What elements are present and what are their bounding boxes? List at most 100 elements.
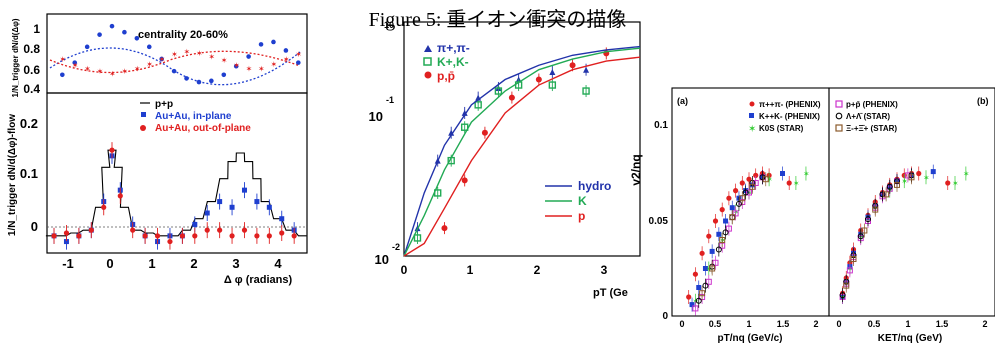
- mid-xtick: 1: [467, 263, 474, 277]
- xi-point: [861, 227, 868, 234]
- lambda-point: [759, 174, 766, 181]
- inplane-point: [97, 32, 102, 37]
- legend-label: K0S (STAR): [759, 124, 804, 133]
- outplane-point: [266, 233, 272, 239]
- legend-kaon-swatch: [423, 57, 432, 66]
- right-a-xtick: 1: [746, 319, 751, 329]
- figure-caption: Figure 5: 重イオン衝突の描像: [368, 9, 627, 31]
- k0s-point: ✶: [719, 236, 726, 245]
- kaon-point: [716, 231, 722, 237]
- mid-xtick: 3: [601, 263, 608, 277]
- legend-swatch: [749, 113, 754, 118]
- right-a-xtick: 1.5: [777, 319, 790, 329]
- inplane-point: [109, 23, 115, 29]
- mid-xtick: 2: [534, 263, 541, 277]
- right-xticks-b: 0 0.5 1 1.5 2: [836, 319, 987, 329]
- left-bottom-data: [45, 142, 307, 250]
- left-top-ytick: 0.4: [23, 82, 40, 96]
- lambda-point: [839, 292, 846, 299]
- mid-ytick-base: 10: [369, 109, 383, 124]
- inplane-point: [146, 44, 152, 50]
- left-bottom-ytick: 0: [31, 219, 38, 234]
- proton-point: [461, 177, 468, 184]
- k0s-point: ✶: [793, 179, 800, 188]
- left-legend: p+p Au+Au, in-plane Au+Au, out-of-plane: [140, 99, 251, 134]
- xi-point: [908, 174, 915, 181]
- left-top-ytick: 0.8: [23, 42, 40, 56]
- mid-ytick-exp: -2: [392, 242, 400, 252]
- inplane-point: [296, 60, 301, 65]
- xi-point: [843, 282, 850, 289]
- inplane-point: [159, 56, 164, 62]
- pion-point: [699, 250, 705, 256]
- outplane-point: ✶: [233, 61, 240, 70]
- proton-point: [746, 189, 752, 196]
- xi-point: [709, 265, 716, 272]
- outplane-point: [76, 233, 82, 239]
- left-bottom-ytick: 0.2: [20, 116, 38, 131]
- proton-point: [705, 278, 712, 285]
- mid-legend-bottom: hydro K p: [545, 179, 611, 223]
- inplane-point: [271, 39, 276, 45]
- pion-point: [706, 233, 712, 239]
- pion-point: [945, 180, 951, 186]
- right-ytick: 0.1: [654, 120, 668, 131]
- legend-swatch: [835, 112, 843, 120]
- proton-point: [712, 259, 719, 266]
- outplane-point: ✶: [72, 61, 79, 70]
- outplane-point: [179, 233, 185, 239]
- pp-histogram: [45, 149, 307, 237]
- legend-pion-swatch: [424, 45, 432, 52]
- outplane-point: ✶: [283, 55, 290, 64]
- k0s-point: ✶: [746, 189, 753, 198]
- right-ytick: 0: [662, 311, 668, 322]
- xi-point: [883, 191, 890, 198]
- mid-xtick: 0: [401, 263, 408, 277]
- proton-point: [846, 267, 853, 274]
- outplane-point: ✶: [246, 65, 253, 74]
- outplane-point: ✶: [208, 53, 215, 62]
- outplane-point: [291, 233, 297, 239]
- label-a: (a): [677, 96, 688, 106]
- pion-point: [753, 172, 759, 178]
- inplane-point: [72, 60, 78, 65]
- legend-swatch: ✶: [748, 124, 756, 135]
- right-yticks: 0 0.05 0.1: [649, 120, 669, 322]
- right-a-xtick: 2: [813, 319, 818, 329]
- outplane-point: [229, 233, 235, 239]
- k0s-point: ✶: [692, 297, 699, 306]
- pion-point: [692, 271, 699, 277]
- outplane-point: ✶: [258, 65, 265, 74]
- left-top-data-points: ✶ ✶ ✶ ✶ ✶ ✶ ✶ ✶ ✶ ✶ ✶ ✶ ✶ ✶ ✶ ✶ ✶ ✶ ✶ ✶: [59, 23, 302, 85]
- xi-point: [749, 183, 756, 190]
- right-data: ✶✶✶✶✶✶ ✶✶✶✶✶✶✶✶ ✶✶✶: [686, 164, 970, 316]
- centrality-annotation: centrality 20-60%: [138, 29, 228, 41]
- legend-proton-label: p,p̄: [437, 69, 455, 83]
- lambda-point: [865, 216, 871, 223]
- left-bottom-frame: [46, 92, 308, 254]
- k0s-point: ✶: [952, 179, 959, 188]
- inplane-point: [254, 199, 260, 205]
- right-b-xlabel: KET/nq (GeV): [878, 333, 942, 344]
- outplane-point: ✶: [146, 60, 153, 69]
- inplane-point: [241, 187, 247, 193]
- outplane-point: [192, 233, 198, 239]
- kaon-point: [548, 81, 557, 89]
- proton-point: [732, 210, 739, 217]
- outplane-point: [88, 227, 94, 233]
- left-bottom-xticks: -1 0 1 2 3 4: [62, 256, 282, 271]
- kaon-point: [780, 171, 785, 176]
- k0s-point: ✶: [858, 232, 865, 241]
- mid-yticks: 10 -1 10 -2 10: [369, 20, 400, 267]
- legend-proton-swatch: [424, 71, 432, 79]
- left-top-ytick: 1: [33, 22, 40, 36]
- legend-outplane-label: Au+Au, out-of-plane: [155, 123, 251, 134]
- hydro-curve: [403, 45, 641, 257]
- kaon-point: [494, 87, 503, 95]
- left-xtick: 4: [274, 256, 282, 271]
- legend-p-label: p: [578, 209, 585, 223]
- legend-swatch: [835, 100, 843, 108]
- k0s-point: ✶: [923, 173, 930, 182]
- outplane-point: ✶: [109, 70, 116, 79]
- lambda-point: [735, 200, 742, 207]
